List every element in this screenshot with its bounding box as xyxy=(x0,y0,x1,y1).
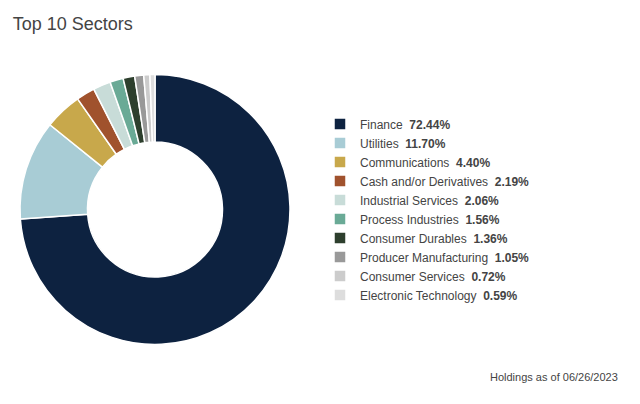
svg-text:Holdings as of 06/26/2023: Holdings as of 06/26/2023 xyxy=(490,371,618,383)
svg-text:Finance 72.44%: Finance 72.44% xyxy=(360,118,450,132)
svg-text:Process Industries 1.56%: Process Industries 1.56% xyxy=(360,213,500,227)
svg-text:Industrial Services 2.06%: Industrial Services 2.06% xyxy=(360,194,499,208)
svg-text:Cash and/or Derivatives 2.19%: Cash and/or Derivatives 2.19% xyxy=(360,175,529,189)
svg-text:Consumer Services 0.72%: Consumer Services 0.72% xyxy=(360,270,506,284)
svg-text:Communications 4.40%: Communications 4.40% xyxy=(360,156,490,170)
svg-text:Consumer Durables 1.36%: Consumer Durables 1.36% xyxy=(360,232,508,246)
svg-text:Top 10 Sectors: Top 10 Sectors xyxy=(13,14,133,34)
svg-text:Utilities 11.70%: Utilities 11.70% xyxy=(360,137,446,151)
svg-text:Producer Manufacturing 1.05%: Producer Manufacturing 1.05% xyxy=(360,251,529,265)
svg-text:Electronic Technology 0.59%: Electronic Technology 0.59% xyxy=(360,289,518,303)
